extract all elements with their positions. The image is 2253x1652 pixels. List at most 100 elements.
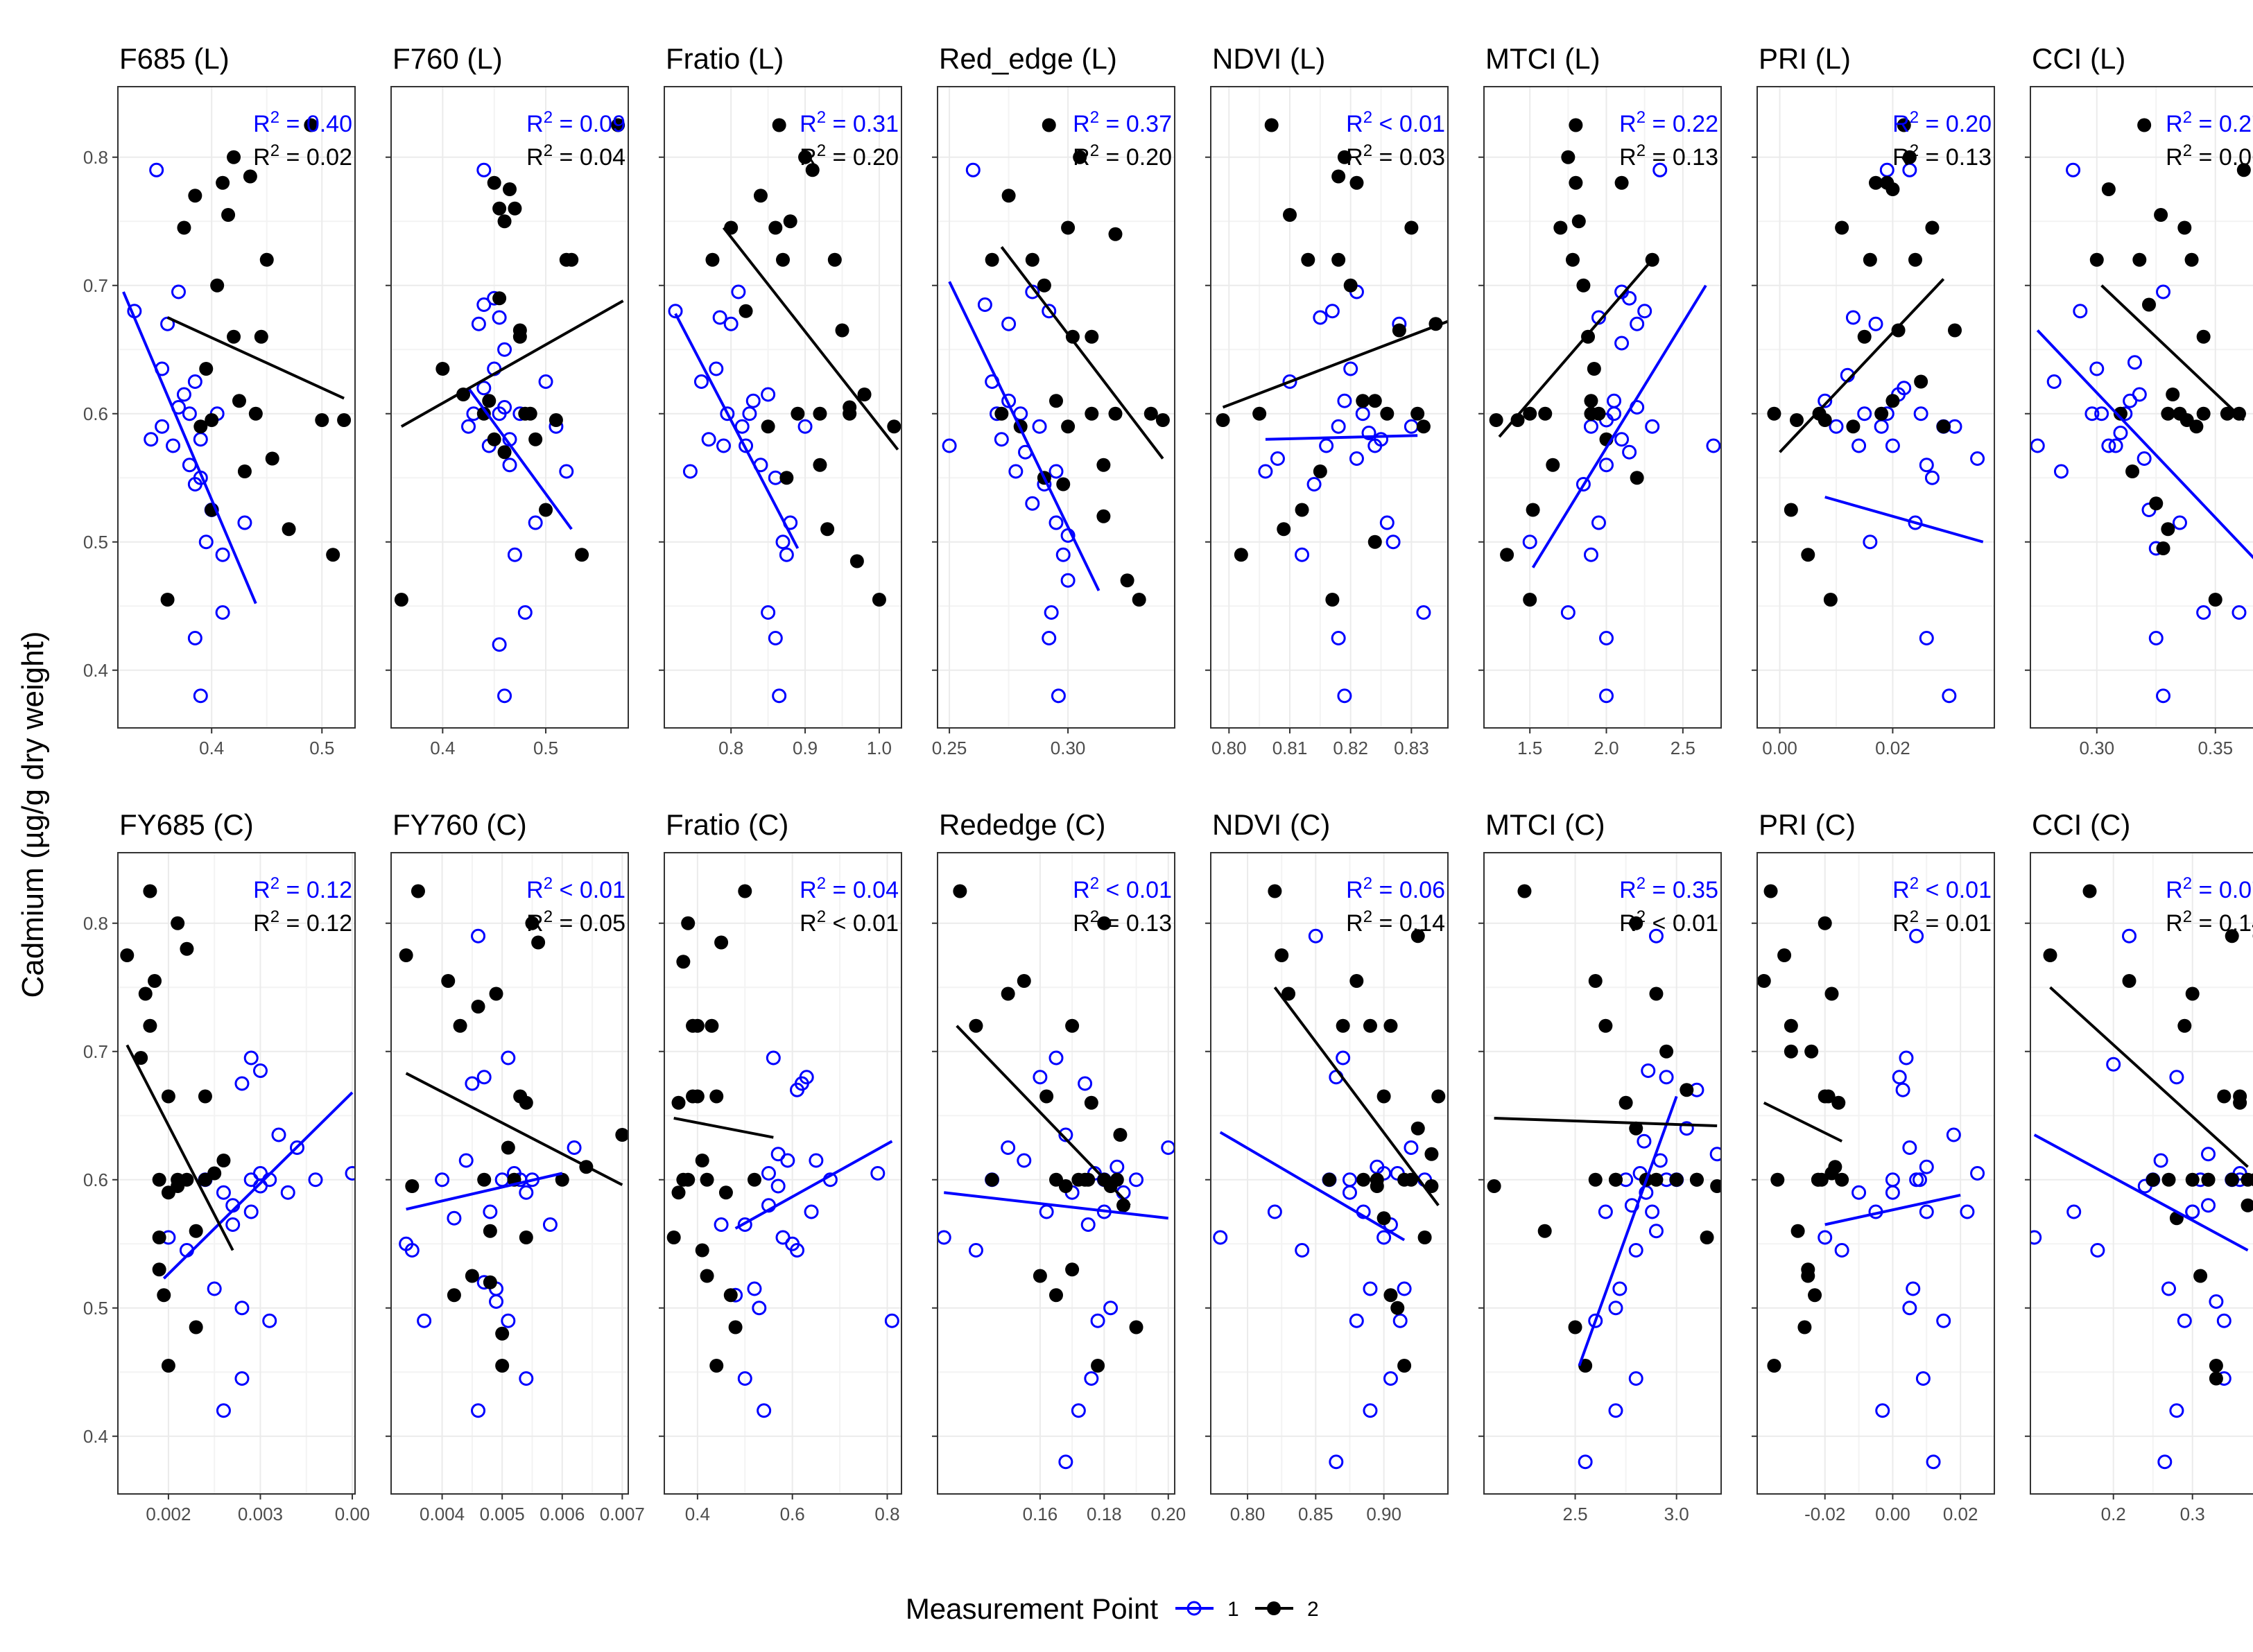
data-layer xyxy=(122,118,352,704)
point-series-1 xyxy=(225,1217,241,1232)
point-series-1 xyxy=(1599,631,1614,645)
r2-label-series-2: R2 = 0.13 xyxy=(1892,141,1992,171)
point-series-1 xyxy=(1960,1204,1975,1219)
point-series-2 xyxy=(1110,1172,1124,1187)
point-series-2 xyxy=(2082,884,2097,898)
panel-title: CCI (C) xyxy=(2032,808,2130,841)
panel-grid: F685 (L)0.40.50.60.70.80.4 0.5R2 = 0.40R2… xyxy=(83,42,2253,1524)
x-tick-label: -0.02 xyxy=(1804,1504,1845,1524)
point-series-1 xyxy=(1386,534,1401,550)
point-series-2 xyxy=(1757,974,1771,988)
data-layer xyxy=(1489,118,1721,704)
point-series-2 xyxy=(835,323,849,338)
point-series-2 xyxy=(681,916,696,930)
point-series-2 xyxy=(575,548,589,562)
point-series-2 xyxy=(152,1172,166,1187)
point-series-1 xyxy=(1608,1301,1623,1316)
point-series-1 xyxy=(1628,1371,1643,1386)
point-series-2 xyxy=(1824,1166,1839,1181)
y-tick-label: 0.7 xyxy=(83,275,108,296)
point-series-2 xyxy=(1410,929,1425,944)
point-series-1 xyxy=(1306,477,1322,492)
point-series-1 xyxy=(2232,605,2247,620)
point-series-1 xyxy=(1630,316,1645,331)
point-series-1 xyxy=(1324,304,1340,319)
point-series-2 xyxy=(1336,1018,1350,1033)
point-series-1 xyxy=(187,374,202,389)
point-series-1 xyxy=(1946,1127,1961,1142)
point-series-1 xyxy=(144,432,159,447)
point-series-2 xyxy=(1325,593,1340,607)
point-series-1 xyxy=(187,631,202,645)
point-series-1 xyxy=(1622,290,1637,306)
point-series-1 xyxy=(252,1063,268,1078)
point-series-1 xyxy=(768,631,783,645)
point-series-2 xyxy=(243,169,257,184)
point-series-1 xyxy=(271,1127,286,1142)
point-series-1 xyxy=(519,1185,534,1200)
point-series-1 xyxy=(1875,1403,1890,1418)
point-series-2 xyxy=(487,175,501,190)
point-series-2 xyxy=(248,406,263,421)
point-series-1 xyxy=(243,1204,259,1219)
point-series-2 xyxy=(1380,406,1395,421)
point-series-2 xyxy=(2166,388,2180,401)
point-series-2 xyxy=(1526,503,1540,517)
point-series-2 xyxy=(1431,1089,1446,1104)
point-series-2 xyxy=(2209,1359,2223,1373)
point-series-2 xyxy=(2146,1172,2160,1187)
x-tick-label: 0.005 xyxy=(480,1504,525,1524)
point-series-2 xyxy=(1784,1044,1798,1059)
point-series-1 xyxy=(461,419,476,434)
panel-title: F760 (L) xyxy=(392,42,503,75)
point-series-1 xyxy=(1834,1243,1849,1258)
x-tick-label: 0.4 xyxy=(430,738,455,758)
point-series-2 xyxy=(1301,252,1315,267)
x-tick-label: 0.8 xyxy=(718,738,743,758)
point-series-1 xyxy=(1818,393,1833,408)
point-series-2 xyxy=(453,1018,467,1033)
r2-label-series-2: R2 = 0.13 xyxy=(1619,141,1718,171)
point-series-2 xyxy=(709,1089,724,1104)
point-series-2 xyxy=(1042,118,1056,132)
point-series-2 xyxy=(476,406,491,421)
point-series-2 xyxy=(525,916,539,930)
point-series-1 xyxy=(977,297,992,312)
panel-title: FY760 (C) xyxy=(392,808,527,841)
point-series-2 xyxy=(2225,929,2239,944)
point-series-1 xyxy=(2201,1147,2216,1162)
panel-border xyxy=(664,86,902,729)
panel-border xyxy=(390,852,629,1495)
point-series-1 xyxy=(1829,419,1844,434)
point-series-1 xyxy=(2066,162,2081,177)
point-series-1 xyxy=(1913,406,1928,421)
point-series-1 xyxy=(1522,534,1537,550)
point-series-1 xyxy=(1331,419,1346,434)
point-series-2 xyxy=(523,406,537,421)
point-series-1 xyxy=(2157,1454,2173,1470)
point-series-2 xyxy=(1510,413,1525,427)
point-series-1 xyxy=(1033,1070,1048,1085)
point-series-2 xyxy=(1337,150,1352,164)
point-series-1 xyxy=(171,284,186,299)
x-tick-label: 0.20 xyxy=(1150,1504,1186,1524)
r2-label-series-1: R2 = 0.31 xyxy=(800,108,899,138)
panel-border xyxy=(1483,852,1722,1495)
point-series-2 xyxy=(205,413,219,427)
point-series-2 xyxy=(492,291,507,306)
point-series-2 xyxy=(1598,1018,1613,1033)
point-series-2 xyxy=(1252,406,1267,421)
point-series-1 xyxy=(2122,928,2137,944)
point-series-2 xyxy=(1356,1172,1371,1187)
point-series-1 xyxy=(737,1371,752,1386)
point-series-1 xyxy=(237,515,252,530)
x-tick-label: 0.00 xyxy=(1762,738,1797,758)
point-series-1 xyxy=(752,1301,767,1316)
point-series-2 xyxy=(705,1018,719,1033)
point-series-2 xyxy=(435,362,450,376)
point-series-1 xyxy=(1313,310,1328,325)
point-series-1 xyxy=(1915,1371,1931,1386)
point-series-2 xyxy=(2154,208,2168,222)
point-series-2 xyxy=(2209,1371,2223,1386)
fit-line-series-1 xyxy=(734,1140,893,1230)
